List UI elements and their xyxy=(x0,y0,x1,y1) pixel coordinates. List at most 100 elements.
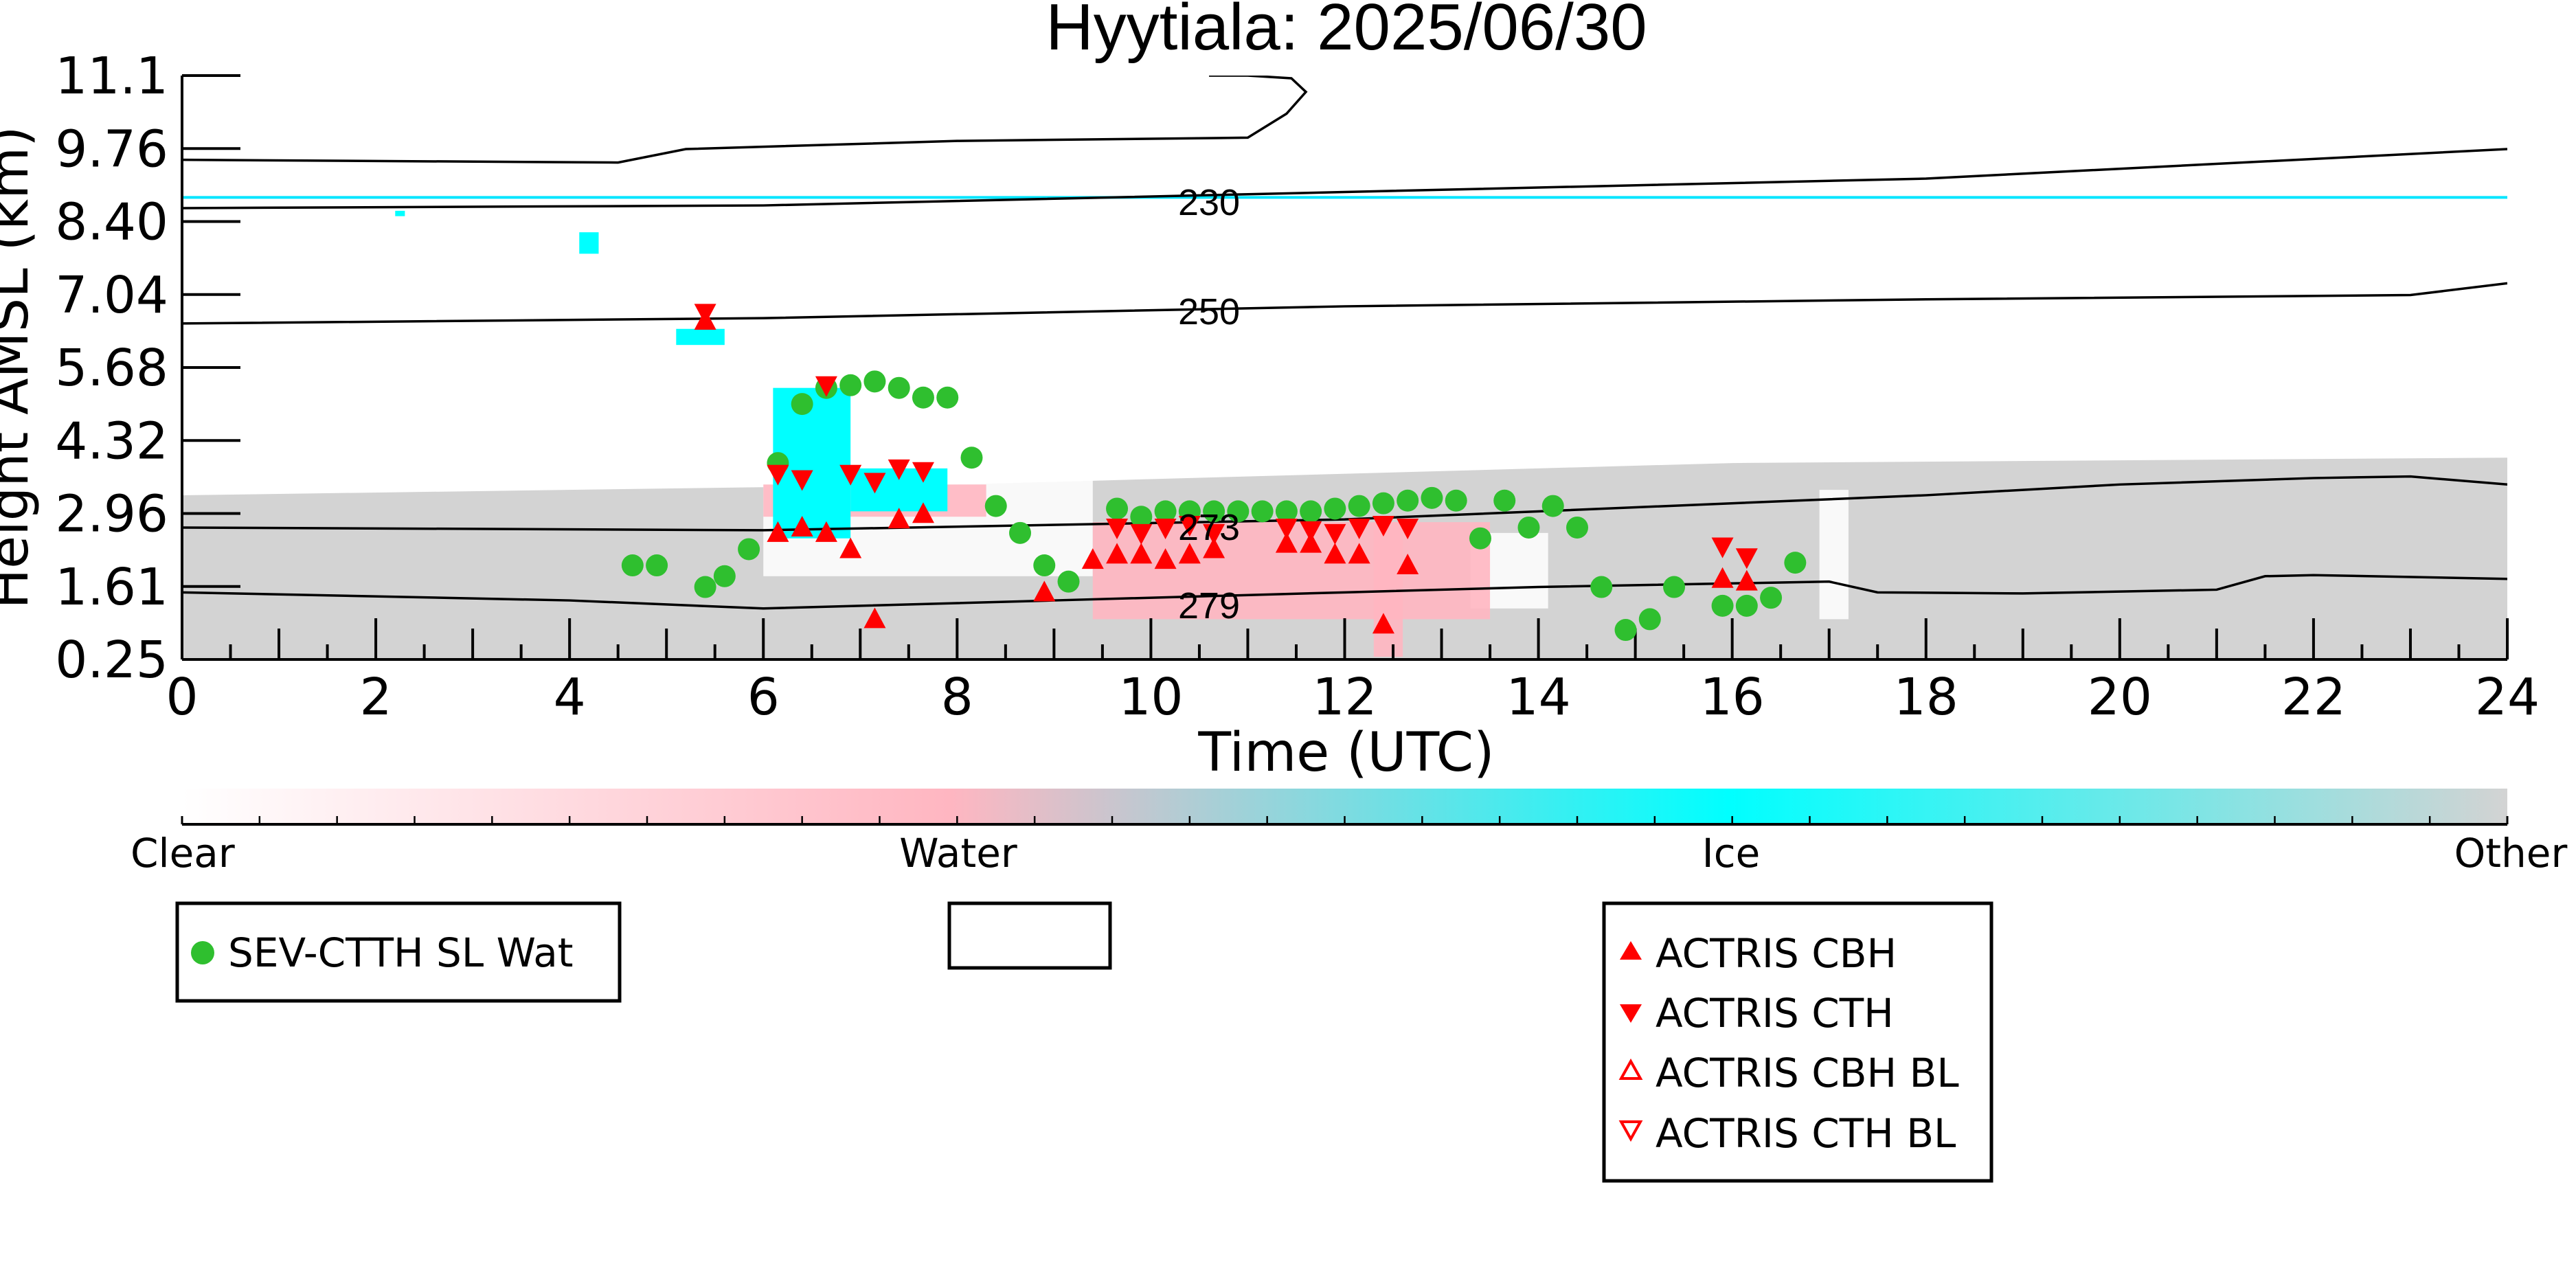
data-point-sev xyxy=(713,565,736,587)
data-point-sev xyxy=(1033,554,1056,577)
x-tick-label: 22 xyxy=(2281,668,2346,727)
data-point-cbh xyxy=(767,521,789,542)
water-region-2 xyxy=(1373,522,1403,657)
water-region-0 xyxy=(1092,522,1491,620)
y-tick-label: 5.68 xyxy=(55,339,168,398)
x-tick-label: 24 xyxy=(2475,668,2540,727)
data-point-cbh xyxy=(1275,532,1298,553)
data-point-sev xyxy=(1227,500,1250,523)
data-point-cbh xyxy=(1348,543,1370,564)
data-point-sev xyxy=(791,393,813,416)
colorbar-label-clear: Clear xyxy=(131,830,235,877)
y-axis-label: Height AMSL (km) xyxy=(0,126,41,609)
data-point-sev xyxy=(1517,516,1540,539)
data-point-cbh xyxy=(1735,569,1758,591)
data-point-sev xyxy=(839,374,862,396)
data-point-cth xyxy=(1154,518,1177,539)
data-point-sev xyxy=(936,386,959,409)
y-tick-label: 11.1 xyxy=(55,47,168,106)
data-point-cbh xyxy=(1397,554,1419,575)
data-point-sev xyxy=(863,370,886,393)
legend-entry-cbh: ACTRIS CBH xyxy=(1656,930,1897,977)
data-point-sev xyxy=(1541,495,1564,517)
y-tick-label: 2.96 xyxy=(55,485,168,544)
x-tick-label: 4 xyxy=(554,668,586,727)
data-point-sev xyxy=(1275,500,1298,523)
data-point-sev xyxy=(1154,500,1177,523)
plot-area xyxy=(182,76,2507,659)
data-point-sev xyxy=(1372,492,1394,515)
contour-line-279 xyxy=(182,574,2507,610)
legend-triangle-up-open-icon xyxy=(1618,1058,1643,1080)
data-point-sev xyxy=(1493,489,1516,512)
data-point-sev xyxy=(1130,506,1153,528)
data-point-cbh xyxy=(1711,567,1734,588)
colorbar: Clear Water Ice Other xyxy=(131,789,2567,877)
data-point-cbh xyxy=(1372,613,1394,634)
x-tick-label: 12 xyxy=(1312,668,1377,727)
data-point-sev xyxy=(1638,608,1661,631)
legend-actris: ACTRIS CBH ACTRIS CTH ACTRIS CBH BL ACTR… xyxy=(1602,901,1993,1183)
x-tick-label: 10 xyxy=(1118,668,1183,727)
data-point-sev xyxy=(646,554,668,577)
colorbar-label-water: Water xyxy=(899,830,1017,877)
data-point-cth xyxy=(767,464,789,486)
data-point-cth xyxy=(1397,518,1419,539)
data-point-cth xyxy=(839,464,862,486)
data-point-cth xyxy=(1130,523,1153,545)
legend-empty xyxy=(947,901,1112,970)
legend-box xyxy=(175,901,622,1003)
data-point-sev xyxy=(984,495,1007,517)
legend-marker-circle-icon xyxy=(191,941,214,964)
data-point-cbh xyxy=(1178,543,1201,564)
x-tick-label: 14 xyxy=(1506,668,1570,727)
legend-triangle-down-icon xyxy=(1620,1004,1642,1023)
data-point-cth xyxy=(1735,548,1758,569)
data-point-cth xyxy=(791,470,813,491)
x-tick-label: 0 xyxy=(166,668,198,727)
contour-line-top xyxy=(182,76,1308,164)
legend-entry-cth: ACTRIS CTH xyxy=(1656,990,1894,1037)
data-point-cth xyxy=(1178,516,1201,537)
y-tick-label: 0.25 xyxy=(55,631,168,690)
data-point-cbh xyxy=(791,515,813,536)
data-point-sev xyxy=(1590,576,1613,598)
data-point-sev xyxy=(1300,500,1322,523)
data-point-cth xyxy=(1348,518,1370,539)
y-tick-label: 9.76 xyxy=(55,120,168,179)
legend-entry-sev: SEV-CTTH SL Wat xyxy=(228,929,574,976)
data-point-sev xyxy=(1760,587,1783,609)
data-point-sev xyxy=(694,576,716,598)
data-point-cbh xyxy=(1130,543,1153,564)
x-tick-label: 20 xyxy=(2088,668,2152,727)
data-point-cth xyxy=(1275,518,1298,539)
data-point-sev xyxy=(1566,516,1588,539)
data-point-cth xyxy=(1203,523,1225,545)
contour-line-273 xyxy=(182,475,2507,532)
data-point-sev xyxy=(1251,500,1274,523)
data-point-cth xyxy=(815,376,837,397)
data-point-cbh xyxy=(1081,548,1104,569)
data-point-sev xyxy=(1203,500,1225,523)
x-tick-label: 8 xyxy=(941,668,973,727)
contour-line-250 xyxy=(182,282,2507,325)
ice-region-3 xyxy=(579,232,599,254)
data-point-cbh xyxy=(839,537,862,558)
x-tick-label: 18 xyxy=(1894,668,1958,727)
data-point-cth xyxy=(912,462,934,483)
legend-box xyxy=(947,901,1112,970)
clear-gap-2 xyxy=(1819,490,1849,620)
data-point-sev xyxy=(1735,594,1758,617)
ice-region-2 xyxy=(676,328,725,346)
data-point-cbh xyxy=(863,607,886,629)
chart-title: Hyytiala: 2025/06/30 xyxy=(1046,0,1647,64)
data-point-sev xyxy=(1348,495,1370,517)
colorbar-ticks xyxy=(258,816,2431,824)
legend-box xyxy=(1602,901,1993,1183)
data-point-sev xyxy=(1421,486,1443,509)
data-point-sev xyxy=(738,538,760,561)
x-tick-label: 16 xyxy=(1700,668,1765,727)
